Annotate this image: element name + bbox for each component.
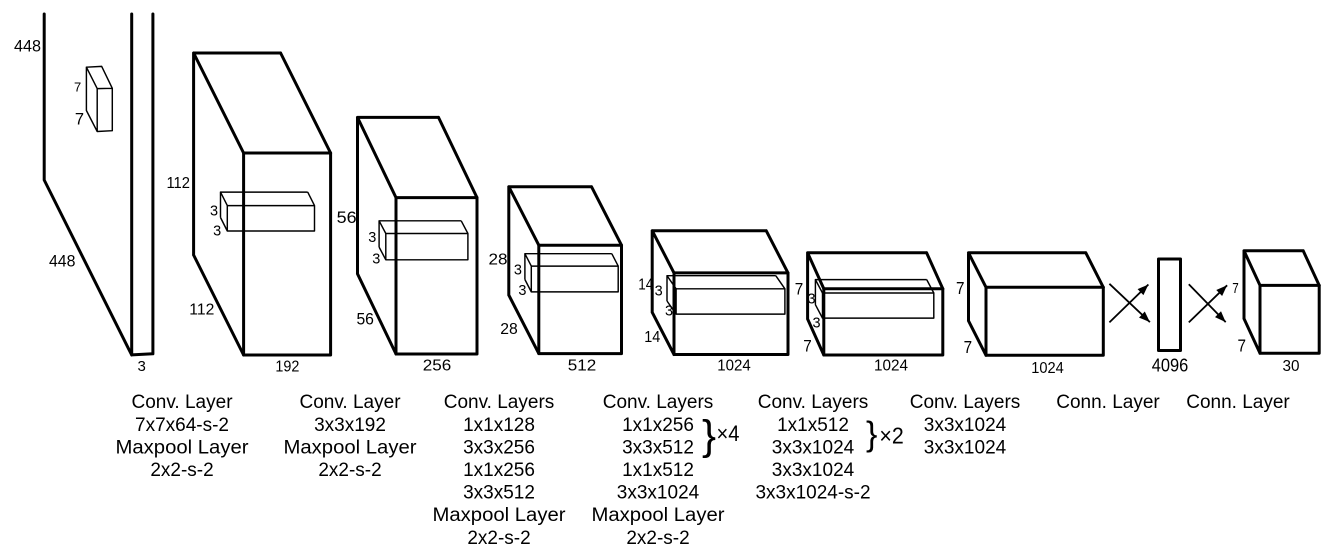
svg-text:7: 7 [75, 110, 84, 128]
svg-text:7: 7 [1238, 335, 1247, 355]
svg-text:7x7x64-s-2: 7x7x64-s-2 [135, 415, 229, 436]
svg-text:1x1x256: 1x1x256 [622, 415, 694, 436]
svg-text:3: 3 [812, 316, 820, 332]
svg-text:256: 256 [423, 358, 452, 375]
svg-text:7: 7 [1232, 280, 1239, 297]
svg-text:1024: 1024 [874, 358, 908, 375]
svg-text:2x2-s-2: 2x2-s-2 [318, 460, 381, 481]
svg-text:512: 512 [568, 358, 597, 375]
svg-text:14: 14 [638, 277, 653, 294]
svg-text:3x3x256: 3x3x256 [463, 437, 535, 458]
svg-text:30: 30 [1283, 358, 1300, 375]
svg-text:2x2-s-2: 2x2-s-2 [626, 528, 689, 549]
svg-text:7: 7 [956, 278, 965, 298]
svg-text:}: } [702, 412, 716, 459]
svg-text:3x3x192: 3x3x192 [314, 415, 386, 436]
svg-text:1x1x512: 1x1x512 [622, 460, 694, 481]
svg-text:3: 3 [514, 263, 522, 279]
svg-text:28: 28 [500, 321, 518, 338]
svg-text:28: 28 [489, 252, 508, 269]
svg-text:1024: 1024 [1031, 360, 1064, 377]
svg-text:14: 14 [644, 329, 660, 346]
svg-text:1x1x512: 1x1x512 [777, 415, 849, 436]
svg-text:Conv. Layers: Conv. Layers [758, 392, 869, 413]
svg-text:3x3x1024: 3x3x1024 [772, 460, 855, 481]
svg-text:Conv. Layers: Conv. Layers [910, 392, 1021, 413]
svg-text:7: 7 [795, 280, 804, 299]
svg-text:448: 448 [49, 252, 76, 270]
svg-text:192: 192 [275, 359, 299, 376]
svg-text:Conv. Layer: Conv. Layer [131, 392, 233, 413]
svg-text:2x2-s-2: 2x2-s-2 [467, 528, 530, 549]
svg-text:56: 56 [356, 310, 374, 328]
svg-text:3: 3 [210, 203, 218, 219]
svg-text:×4: ×4 [717, 421, 740, 446]
svg-text:3x3x1024: 3x3x1024 [772, 437, 855, 458]
svg-text:Maxpool Layer: Maxpool Layer [433, 505, 567, 526]
svg-text:Conn. Layer: Conn. Layer [1056, 392, 1160, 413]
svg-text:3: 3 [372, 251, 380, 267]
svg-text:3: 3 [213, 224, 221, 240]
svg-text:3: 3 [518, 283, 526, 299]
svg-text:}: } [866, 415, 877, 453]
svg-text:Conn. Layer: Conn. Layer [1186, 392, 1290, 413]
svg-text:2x2-s-2: 2x2-s-2 [150, 460, 213, 481]
svg-text:3: 3 [138, 358, 146, 375]
svg-text:3x3x1024-s-2: 3x3x1024-s-2 [755, 483, 870, 504]
svg-text:Conv. Layers: Conv. Layers [444, 392, 555, 413]
svg-text:448: 448 [14, 38, 41, 56]
svg-text:3x3x512: 3x3x512 [622, 437, 694, 458]
svg-text:3: 3 [665, 303, 673, 319]
svg-text:3: 3 [655, 284, 663, 300]
svg-text:3x3x1024: 3x3x1024 [924, 437, 1007, 458]
svg-text:4096: 4096 [1152, 356, 1189, 376]
svg-text:7: 7 [74, 80, 81, 95]
svg-text:Maxpool Layer: Maxpool Layer [592, 505, 726, 526]
svg-text:7: 7 [964, 337, 973, 357]
svg-text:7: 7 [803, 337, 812, 356]
svg-text:1x1x256: 1x1x256 [463, 460, 535, 481]
svg-text:Maxpool Layer: Maxpool Layer [284, 437, 418, 458]
svg-text:3x3x1024: 3x3x1024 [924, 415, 1007, 436]
svg-text:3: 3 [807, 292, 815, 308]
svg-text:×2: ×2 [879, 423, 903, 449]
svg-text:Conv. Layers: Conv. Layers [603, 392, 714, 413]
svg-text:1x1x128: 1x1x128 [463, 415, 535, 436]
svg-text:112: 112 [166, 175, 190, 192]
svg-text:3x3x1024: 3x3x1024 [617, 483, 700, 504]
svg-text:112: 112 [189, 302, 214, 319]
svg-text:Conv. Layer: Conv. Layer [299, 392, 401, 413]
svg-text:Maxpool Layer: Maxpool Layer [116, 437, 250, 458]
svg-text:3: 3 [368, 230, 376, 246]
svg-text:56: 56 [337, 209, 357, 227]
svg-text:1024: 1024 [717, 358, 751, 375]
svg-text:3x3x512: 3x3x512 [463, 483, 535, 504]
